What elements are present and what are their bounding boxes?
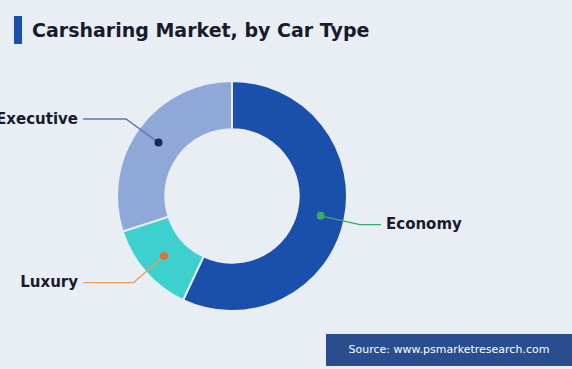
leader-line [83, 119, 159, 143]
donut-segment [123, 217, 204, 300]
segment-label: Executive [0, 110, 78, 128]
segment-label: Economy [386, 215, 462, 233]
donut-segment [117, 81, 232, 232]
background [0, 0, 572, 369]
chart: Carsharing Market, by Car Type Economy Lux… [0, 0, 572, 369]
leader-dot [317, 212, 325, 220]
segment-label: Luxury [20, 273, 78, 291]
leader-line [83, 256, 164, 283]
source: Source: www.psmarketresearch.com [349, 343, 550, 356]
source-box [326, 334, 572, 366]
title: Carsharing Market, by Car Type [32, 19, 369, 41]
donut [117, 81, 347, 311]
leader-dot [155, 139, 163, 147]
title-bar [14, 16, 22, 44]
leader-dot [160, 252, 168, 260]
leader-line [321, 216, 381, 225]
